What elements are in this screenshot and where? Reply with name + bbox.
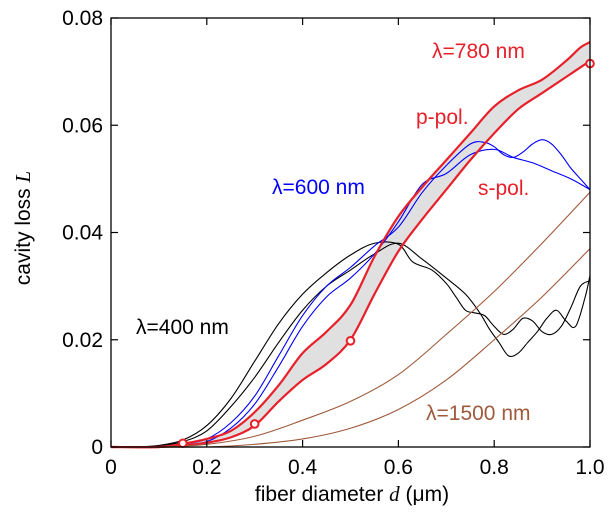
series-line-w400-0 bbox=[110, 241, 591, 448]
band-780nm bbox=[111, 42, 590, 448]
series-line-w780-spol bbox=[110, 59, 591, 449]
annotation-w1500: λ=1500 nm bbox=[426, 402, 531, 425]
x-axis-label: fiber diameter d (μm) bbox=[255, 482, 449, 506]
x-tick-label: 0.4 bbox=[288, 456, 318, 479]
annotation-w780: λ=780 nm bbox=[432, 40, 525, 63]
axis-ticks: 0 0.2 0.4 0.6 0.8 1.0 0 0.02 0.04 0.06 0.08 bbox=[62, 7, 604, 479]
x-tick-label: 1.0 bbox=[575, 456, 604, 479]
annotation-ppol: p-pol. bbox=[416, 106, 469, 129]
x-tick-label: 0.6 bbox=[384, 456, 413, 479]
annotation-w400: λ=400 nm bbox=[136, 316, 229, 339]
series-line-w400-1 bbox=[110, 242, 591, 448]
y-axis-label: cavity loss L bbox=[11, 171, 35, 285]
data-markers bbox=[178, 58, 595, 449]
series-lines bbox=[110, 41, 591, 449]
y-tick-label: 0.08 bbox=[62, 7, 103, 30]
data-marker bbox=[345, 336, 356, 346]
annotation-spol: s-pol. bbox=[478, 177, 529, 200]
polarization-band bbox=[111, 42, 590, 448]
series-line-w600-3 bbox=[110, 148, 591, 448]
y-tick-label: 0.02 bbox=[62, 329, 103, 352]
y-tick-label: 0.06 bbox=[62, 114, 103, 137]
series-line-w600-2 bbox=[110, 139, 591, 448]
data-marker bbox=[178, 438, 188, 449]
x-tick-label: 0 bbox=[105, 456, 117, 479]
y-tick-label: 0 bbox=[91, 436, 103, 459]
y-tick-label: 0.04 bbox=[62, 222, 103, 245]
x-tick-label: 0.8 bbox=[480, 456, 509, 479]
plot-frame bbox=[110, 17, 591, 448]
annotation-w600: λ=600 nm bbox=[272, 176, 365, 199]
x-tick-label: 0.2 bbox=[192, 456, 221, 479]
series-line-w1500-6 bbox=[110, 191, 591, 448]
data-marker bbox=[249, 419, 260, 429]
series-line-w780-ppol bbox=[110, 41, 591, 449]
